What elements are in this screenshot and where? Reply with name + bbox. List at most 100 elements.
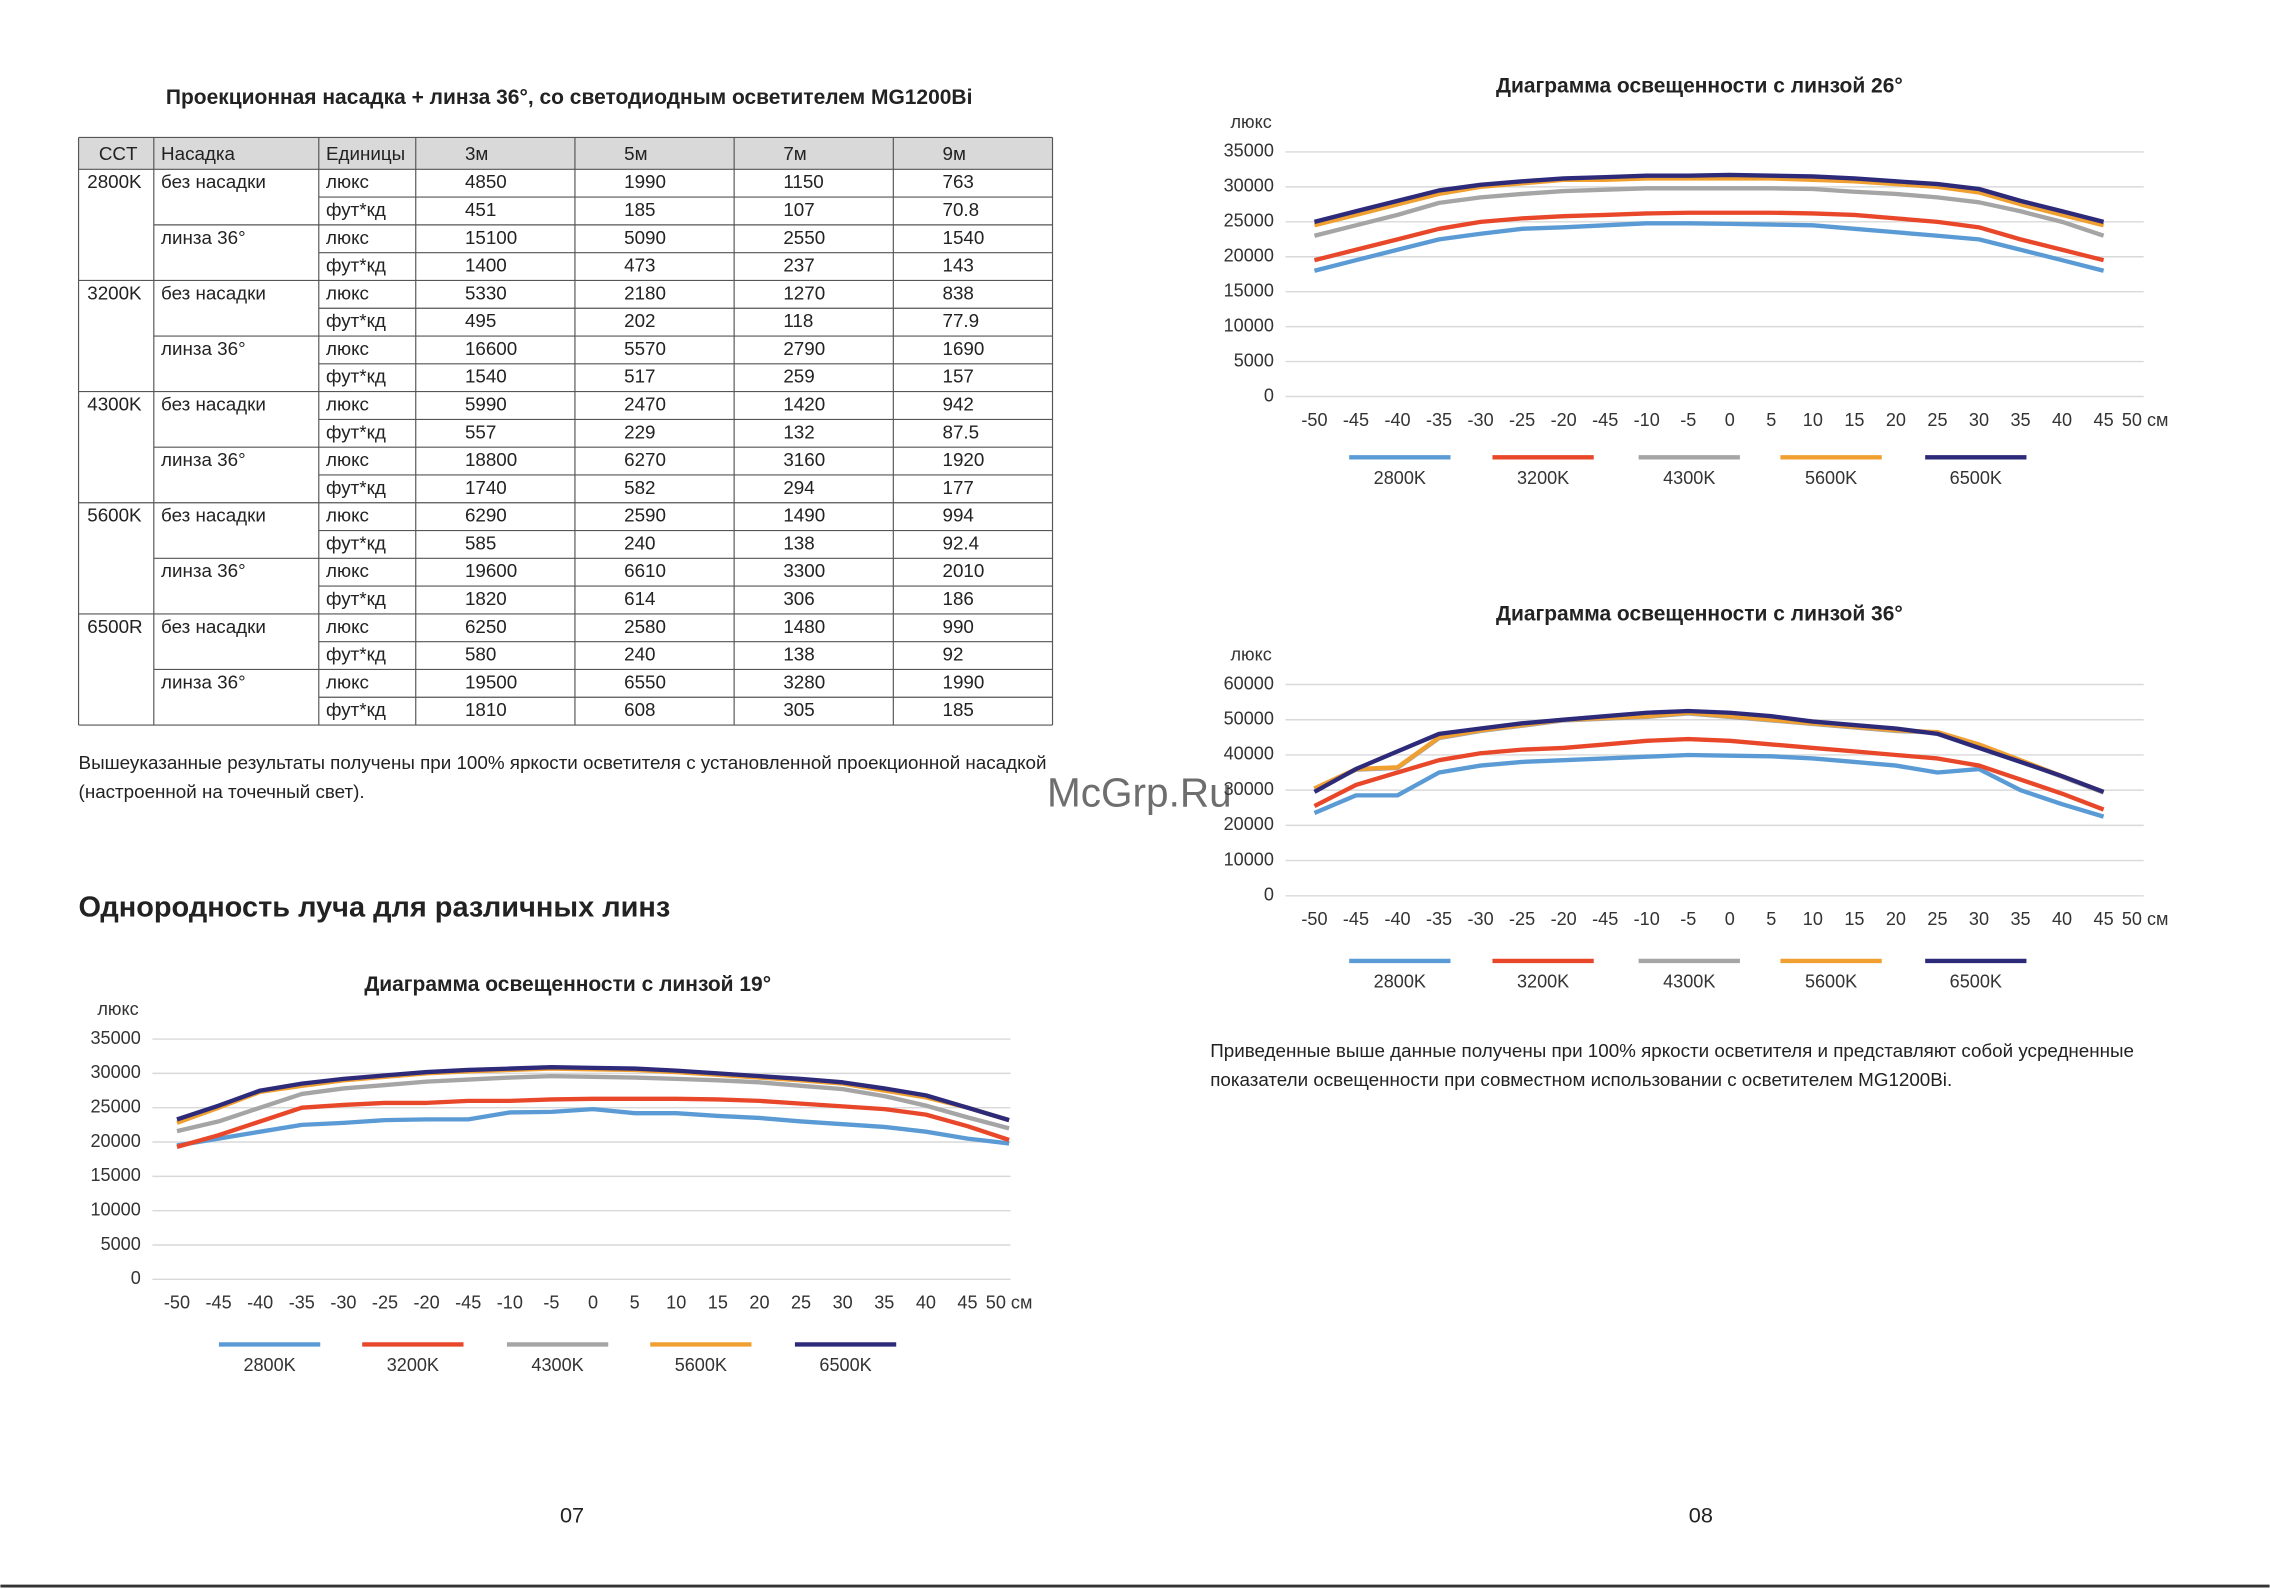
series-line (1313, 711, 2105, 795)
x-tick-label: 40 (2052, 909, 2072, 929)
value-cell: 994 (943, 505, 974, 526)
x-tick-label: 0 (1725, 410, 1735, 430)
x-tick-label: 15 (1844, 909, 1864, 929)
x-tick-label: -50 (164, 1293, 190, 1313)
x-tick-label: -20 (1551, 909, 1577, 929)
x-tick-label: 35 (2010, 909, 2030, 929)
y-tick-label: 25000 (91, 1096, 141, 1116)
legend-label: 4300K (1663, 468, 1715, 488)
value-cell: 580 (465, 644, 496, 665)
legend-label: 2800K (1374, 971, 1426, 991)
table-title: Проекционная насадка + линза 36°, со све… (166, 86, 973, 109)
value-cell: 2790 (783, 338, 825, 359)
value-cell: 6250 (465, 616, 507, 637)
note: Вышеуказанные результаты получены при 10… (79, 752, 1047, 773)
value-cell: 1420 (783, 393, 825, 414)
unit-cell: люкс (326, 505, 369, 526)
y-tick-label: 35000 (1224, 141, 1274, 161)
x-tick-label: -10 (1634, 410, 1660, 430)
legend-label: 5600K (1805, 971, 1857, 991)
legend-label: 5600K (675, 1355, 727, 1375)
value-cell: 77.9 (943, 310, 980, 331)
series-line (1313, 221, 2105, 273)
value-cell: 1400 (465, 255, 507, 276)
x-tick-label: -50 (1301, 410, 1327, 430)
x-tick-label: 35 (2010, 410, 2030, 430)
y-tick-label: 15000 (1224, 280, 1274, 300)
value-cell: 2590 (624, 505, 666, 526)
value-cell: 608 (624, 699, 655, 720)
value-cell: 473 (624, 255, 655, 276)
y-tick-label: 25000 (1224, 211, 1274, 231)
value-cell: 5570 (624, 338, 666, 359)
value-cell: 177 (943, 477, 974, 498)
x-tick-label: -35 (1426, 410, 1452, 430)
legend-label: 6500K (1950, 468, 2002, 488)
value-cell: 294 (783, 477, 814, 498)
lens-cell: без насадки (161, 616, 266, 637)
x-tick-label: -5 (543, 1293, 559, 1313)
value-cell: 1540 (465, 366, 507, 387)
value-cell: 138 (783, 644, 814, 665)
value-cell: 259 (783, 366, 814, 387)
x-tick-label: 30 (1969, 909, 1989, 929)
lens-cell: линза 36° (161, 671, 246, 692)
x-tick-label: 45 (2094, 410, 2114, 430)
value-cell: 1150 (783, 171, 823, 192)
unit-cell: фут*кд (326, 421, 386, 442)
value-cell: 1920 (943, 449, 985, 470)
legend-label: 2800K (1374, 468, 1426, 488)
lens-cell: линза 36° (161, 338, 246, 359)
unit-cell: люкс (326, 338, 369, 359)
value-cell: 5330 (465, 282, 507, 303)
x-tick-label: 30 (1969, 410, 1989, 430)
y-axis-label: люкс (1231, 644, 1272, 664)
y-tick-label: 0 (131, 1268, 141, 1288)
value-cell: 2580 (624, 616, 666, 637)
x-tick-label: 20 (1886, 909, 1906, 929)
x-tick-label: -45 (1592, 410, 1618, 430)
value-cell: 451 (465, 199, 496, 220)
series-line (1313, 172, 2105, 224)
table-header-cell: 7м (783, 143, 806, 164)
unit-cell: люкс (326, 282, 369, 303)
x-tick-label: -35 (289, 1293, 315, 1313)
table-header-cell: CCT (99, 143, 138, 164)
table-header-cell: 5м (624, 143, 647, 164)
note: показатели освещенности при совместном и… (1210, 1069, 1952, 1090)
value-cell: 495 (465, 310, 496, 331)
x-tick-label: 30 (833, 1293, 853, 1313)
value-cell: 5090 (624, 227, 666, 248)
legend-label: 5600K (1805, 468, 1857, 488)
value-cell: 763 (943, 171, 974, 192)
unit-cell: люкс (326, 560, 369, 581)
cct-cell: 5600K (87, 505, 142, 526)
y-tick-label: 50000 (1224, 709, 1274, 729)
y-tick-label: 30000 (91, 1062, 141, 1082)
value-cell: 1480 (783, 616, 825, 637)
lens-cell: линза 36° (161, 560, 246, 581)
y-tick-label: 30000 (1224, 176, 1274, 196)
value-cell: 3160 (783, 449, 825, 470)
value-cell: 186 (943, 588, 974, 609)
x-tick-label: 25 (1927, 410, 1947, 430)
y-tick-label: 5000 (1234, 350, 1274, 370)
value-cell: 237 (783, 255, 814, 276)
x-tick-label: 25 (1927, 909, 1947, 929)
table-header-cell: 3м (465, 143, 488, 164)
y-tick-label: 20000 (91, 1131, 141, 1151)
value-cell: 157 (943, 366, 974, 387)
unit-cell: люкс (326, 449, 369, 470)
value-cell: 143 (943, 255, 974, 276)
y-tick-label: 10000 (91, 1199, 141, 1219)
value-cell: 2180 (624, 282, 666, 303)
x-tick-label: 50 см (986, 1293, 1033, 1313)
value-cell: 132 (783, 421, 814, 442)
lens-cell: без насадки (161, 393, 266, 414)
value-cell: 1490 (783, 505, 825, 526)
cct-cell: 6500R (87, 616, 142, 637)
x-tick-label: 45 (957, 1293, 977, 1313)
heading: Однородность луча для различных линз (79, 891, 671, 923)
unit-cell: фут*кд (326, 310, 386, 331)
